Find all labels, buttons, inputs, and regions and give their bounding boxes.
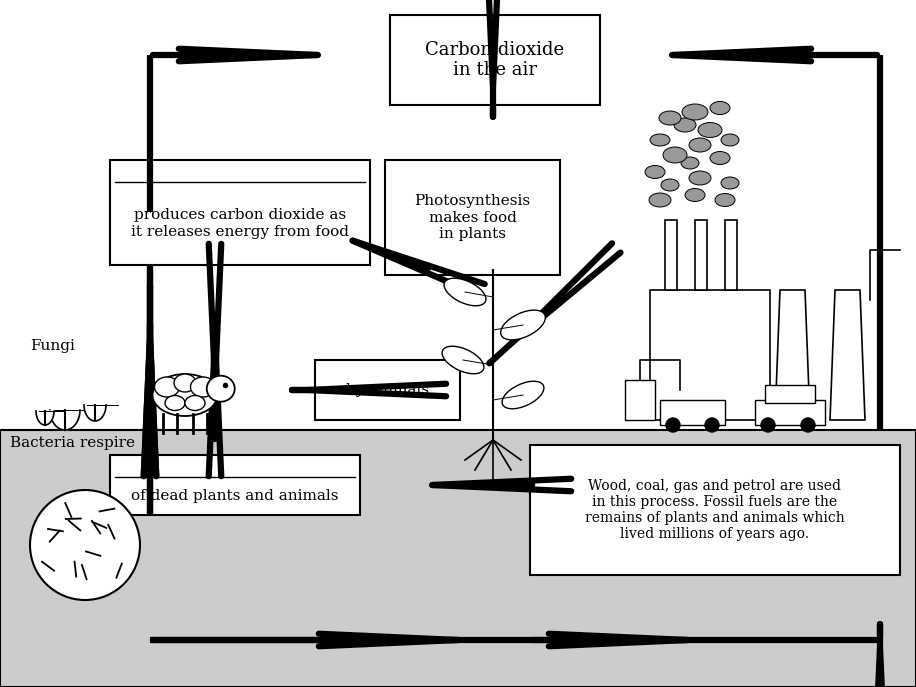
Bar — [625, 380, 655, 420]
Ellipse shape — [689, 171, 711, 185]
Ellipse shape — [650, 134, 670, 146]
Polygon shape — [36, 411, 54, 425]
Ellipse shape — [152, 374, 217, 416]
Bar — [390, 15, 600, 105]
Text: Wood, coal, gas and petrol are used
in this process. Fossil fuels are the
remain: Wood, coal, gas and petrol are used in t… — [585, 479, 845, 541]
Ellipse shape — [649, 193, 671, 207]
Polygon shape — [50, 410, 80, 430]
Ellipse shape — [689, 138, 711, 152]
Ellipse shape — [185, 396, 205, 411]
Ellipse shape — [174, 374, 196, 392]
Bar — [660, 400, 725, 425]
Ellipse shape — [698, 122, 722, 137]
Text: Fungi: Fungi — [30, 339, 75, 353]
Polygon shape — [830, 290, 865, 420]
Text: of dead plants and animals: of dead plants and animals — [131, 489, 339, 503]
Ellipse shape — [681, 157, 699, 169]
Ellipse shape — [721, 177, 739, 189]
Ellipse shape — [444, 278, 485, 306]
Bar — [765, 385, 815, 403]
Ellipse shape — [663, 147, 687, 163]
Text: Photosynthesis
makes food
in plants: Photosynthesis makes food in plants — [414, 194, 530, 240]
Bar — [755, 400, 825, 425]
Bar — [530, 445, 900, 575]
Ellipse shape — [659, 111, 681, 125]
Ellipse shape — [721, 134, 739, 146]
Circle shape — [666, 418, 680, 432]
Ellipse shape — [502, 381, 544, 409]
Bar — [725, 220, 737, 290]
Ellipse shape — [661, 179, 679, 191]
Bar — [695, 220, 707, 290]
Ellipse shape — [155, 377, 180, 397]
Ellipse shape — [501, 310, 545, 340]
Ellipse shape — [710, 152, 730, 164]
Circle shape — [30, 490, 140, 600]
Ellipse shape — [191, 377, 215, 397]
Circle shape — [705, 418, 719, 432]
Ellipse shape — [710, 102, 730, 115]
Text: Bacteria respire: Bacteria respire — [10, 436, 135, 450]
Bar — [385, 160, 560, 275]
Bar — [110, 455, 360, 515]
Ellipse shape — [682, 104, 708, 120]
Bar — [665, 220, 677, 290]
Ellipse shape — [715, 194, 735, 207]
Bar — [110, 160, 370, 265]
Text: Carbon dioxide
in the air: Carbon dioxide in the air — [425, 41, 564, 80]
Polygon shape — [84, 405, 106, 421]
Ellipse shape — [685, 188, 705, 201]
Bar — [650, 290, 770, 420]
Text: produces carbon dioxide as
it releases energy from food: produces carbon dioxide as it releases e… — [131, 208, 349, 238]
Ellipse shape — [674, 118, 696, 132]
Ellipse shape — [645, 166, 665, 179]
Ellipse shape — [207, 376, 234, 402]
Bar — [315, 360, 460, 420]
Polygon shape — [775, 290, 810, 420]
Ellipse shape — [442, 346, 484, 374]
Bar — [0, 430, 916, 687]
Ellipse shape — [165, 396, 185, 411]
Circle shape — [761, 418, 775, 432]
Circle shape — [801, 418, 815, 432]
Text: by animals: by animals — [346, 383, 429, 397]
